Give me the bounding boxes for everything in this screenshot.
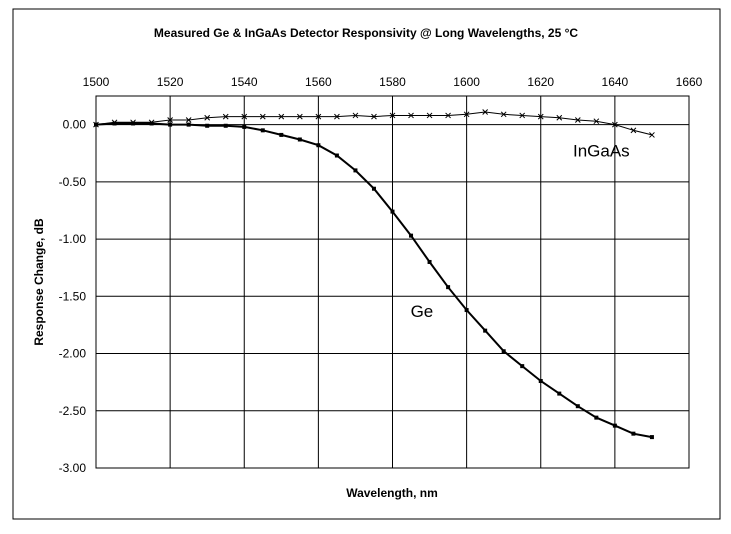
y-tick-label: -2.00 <box>59 347 87 361</box>
annotation-ge: Ge <box>411 302 434 321</box>
data-point-ge <box>131 121 136 126</box>
data-point-ingaas <box>519 112 526 119</box>
y-tick-label: -1.00 <box>59 232 87 246</box>
data-point-ge <box>260 128 265 133</box>
data-point-ingaas <box>612 121 618 128</box>
y-tick-label: -2.50 <box>59 404 87 418</box>
x-tick-label: 1580 <box>379 75 406 89</box>
data-point-ge <box>464 308 469 313</box>
y-axis-label: Response Change, dB <box>32 218 46 346</box>
data-point-ge <box>520 364 525 369</box>
data-point-ge <box>223 123 228 128</box>
data-point-ingaas <box>167 117 173 123</box>
x-axis-label: Wavelength, nm <box>346 486 438 500</box>
y-tick-label: -1.50 <box>59 289 87 303</box>
x-tick-label: 1560 <box>305 75 332 89</box>
data-point-ingaas <box>482 109 489 115</box>
data-point-ge <box>186 122 191 127</box>
data-point-ingaas <box>408 112 414 119</box>
plot-area <box>95 95 690 469</box>
x-tick-label: 1660 <box>676 75 703 89</box>
data-point-ge <box>649 435 654 440</box>
data-point-ingaas <box>537 113 544 120</box>
y-tick-labels: 0.00 -0.50 -1.00 -1.50 -2.00 -2.50 -3.00 <box>59 118 87 475</box>
x-tick-label: 1520 <box>157 75 184 89</box>
chart-area-border <box>12 8 721 520</box>
y-tick-label: -0.50 <box>59 175 87 189</box>
data-point-ingaas <box>334 113 340 120</box>
x-tick-label: 1640 <box>602 75 629 89</box>
y-tick-label: 0.00 <box>63 118 87 132</box>
data-point-ge <box>242 124 247 129</box>
data-point-ingaas <box>148 119 155 126</box>
data-point-ge <box>390 209 395 214</box>
data-point-ge <box>631 431 636 436</box>
data-point-ingaas <box>371 113 377 120</box>
data-point-ge <box>612 423 617 428</box>
x-tick-label: 1540 <box>231 75 258 89</box>
data-point-ingaas <box>130 119 136 126</box>
data-point-ingaas <box>259 113 266 120</box>
data-point-ge <box>353 168 358 173</box>
data-point-ge <box>149 121 154 126</box>
data-point-ge <box>279 132 284 137</box>
data-point-ge <box>501 349 506 354</box>
data-point-ingaas <box>241 113 248 120</box>
data-point-ge <box>205 123 210 128</box>
data-point-ge <box>334 153 339 158</box>
data-point-ingaas <box>463 111 470 118</box>
data-point-ge <box>594 415 599 420</box>
data-point-ingaas <box>649 132 655 138</box>
data-point-ingaas <box>630 127 637 134</box>
data-point-ge <box>168 122 173 127</box>
chart-title: Measured Ge & InGaAs Detector Responsivi… <box>154 26 578 40</box>
data-point-ingaas <box>222 113 229 120</box>
data-point-ingaas <box>389 112 396 119</box>
data-point-ge <box>297 137 302 142</box>
data-point-ge <box>112 121 117 126</box>
data-point-ingaas <box>93 121 99 128</box>
x-tick-label: 1500 <box>83 75 110 89</box>
data-point-ingaas <box>500 111 507 118</box>
data-point-ingaas <box>593 118 600 125</box>
x-tick-label: 1620 <box>527 75 554 89</box>
data-point-ingaas <box>574 117 581 123</box>
data-point-ge <box>483 328 488 333</box>
data-point-ge <box>371 186 376 191</box>
data-point-ingaas <box>111 119 118 126</box>
data-point-ingaas <box>185 117 192 123</box>
data-point-ingaas <box>296 113 303 120</box>
data-point-ge <box>575 404 580 409</box>
data-point-ingaas <box>204 114 211 121</box>
x-tick-label: 1600 <box>453 75 480 89</box>
data-point-ge <box>538 379 543 384</box>
data-point-ingaas <box>315 113 322 120</box>
series-layer <box>93 109 655 440</box>
x-tick-labels: 1500 1520 1540 1560 1580 1600 1620 1640 1660 <box>83 75 703 89</box>
data-point-ge <box>557 391 562 396</box>
data-point-ge <box>409 233 414 238</box>
y-tick-label: -3.00 <box>59 461 87 475</box>
annotation-ingaas: InGaAs <box>573 142 630 161</box>
data-point-ingaas <box>278 113 285 120</box>
data-point-ingaas <box>445 112 451 119</box>
data-point-ge <box>316 143 321 148</box>
data-point-ingaas <box>426 112 433 119</box>
data-point-ge <box>427 259 432 264</box>
data-point-ingaas <box>556 114 563 121</box>
data-point-ingaas <box>352 112 359 119</box>
data-point-ge <box>446 285 451 290</box>
